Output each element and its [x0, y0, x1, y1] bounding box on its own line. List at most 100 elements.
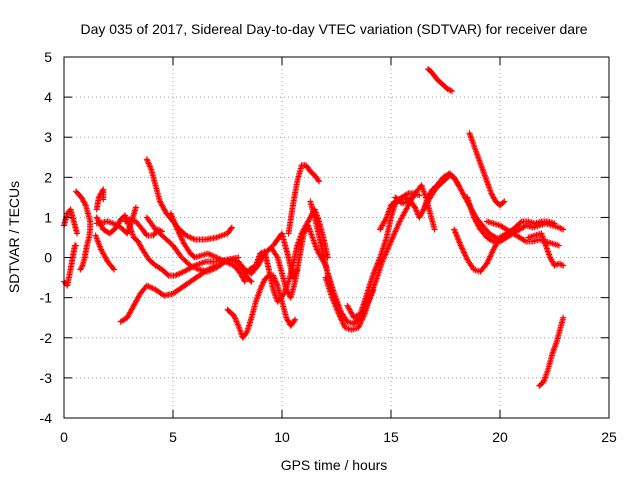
data-point-plus [145, 160, 152, 167]
data-point-plus [459, 246, 466, 253]
data-point-plus [394, 224, 401, 231]
data-point-plus [521, 237, 528, 244]
series-track-5 [92, 232, 118, 273]
data-point-plus [357, 319, 364, 326]
series-track-16 [270, 230, 301, 281]
axis-ticks: 0 5 10 15 20 25 -4 -3 -2 -1 0 1 2 3 4 5 [40, 49, 617, 445]
data-point-plus [228, 224, 235, 231]
data-point-plus [241, 278, 248, 285]
data-point-plus [241, 277, 248, 284]
data-marks [61, 66, 567, 389]
data-point-plus [78, 265, 85, 272]
data-point-plus [461, 250, 468, 257]
data-point-plus [146, 163, 153, 170]
x-tick-label: 15 [383, 429, 399, 445]
data-point-plus [382, 215, 389, 222]
series-track-13 [224, 272, 299, 341]
data-point-plus [146, 162, 153, 169]
data-point-plus [82, 201, 89, 208]
series-track-2 [61, 242, 79, 289]
x-tick-label: 5 [169, 429, 177, 445]
data-point-plus [231, 312, 238, 319]
data-point-plus [462, 252, 469, 259]
data-point-plus [143, 156, 150, 163]
data-point-plus [390, 232, 397, 239]
data-point-plus [316, 178, 323, 185]
series-track-7 [93, 212, 242, 279]
data-point-plus [357, 320, 364, 327]
data-point-plus [231, 314, 238, 321]
data-point-plus [232, 315, 239, 322]
series-track-15 [246, 206, 331, 305]
y-tick-label: 1 [44, 209, 52, 225]
data-point-plus [449, 88, 456, 95]
y-tick-label: -4 [40, 410, 53, 426]
series-track-31 [525, 230, 567, 269]
data-point-plus [457, 242, 464, 249]
series-track-4 [93, 186, 107, 213]
data-point-plus [260, 279, 267, 286]
y-tick-label: -1 [40, 290, 53, 306]
data-point-plus [485, 257, 492, 264]
data-point-plus [555, 242, 562, 249]
data-point-plus [488, 250, 495, 257]
data-point-plus [489, 247, 496, 254]
data-point-plus [360, 313, 367, 320]
data-point-plus [174, 226, 181, 233]
data-point-plus [560, 314, 567, 321]
data-point-plus [487, 253, 494, 260]
data-point-plus [484, 259, 491, 266]
data-point-plus [413, 208, 420, 215]
data-point-plus [389, 235, 396, 242]
x-axis-label: GPS time / hours [281, 457, 388, 473]
x-tick-label: 10 [274, 429, 290, 445]
data-point-plus [273, 279, 280, 286]
plot-frame [63, 56, 610, 419]
data-point-plus [257, 285, 264, 292]
y-tick-label: 5 [44, 49, 52, 65]
data-point-plus [356, 321, 363, 328]
data-point-plus [394, 222, 401, 229]
data-point-plus [412, 205, 419, 212]
data-point-plus [247, 277, 254, 284]
data-point-plus [227, 225, 234, 232]
data-point-plus [176, 232, 183, 239]
data-point-plus [338, 316, 345, 323]
data-point-plus [388, 238, 394, 245]
data-point-plus [461, 249, 468, 256]
data-point-plus [487, 252, 494, 259]
data-point-plus [391, 231, 398, 238]
data-point-plus [74, 230, 81, 237]
data-point-plus [339, 319, 346, 326]
data-point-plus [551, 220, 558, 227]
data-point-plus [460, 248, 467, 255]
data-point-plus [178, 236, 185, 243]
data-point-plus [259, 282, 266, 289]
data-point-plus [483, 260, 490, 267]
y-tick-label: 3 [44, 129, 52, 145]
y-tick-label: -3 [40, 370, 53, 386]
data-point-plus [176, 230, 183, 237]
data-point-plus [416, 192, 423, 199]
data-point-plus [395, 221, 402, 228]
data-point-plus [234, 319, 241, 326]
y-tick-label: 4 [44, 89, 52, 105]
data-point-plus [258, 283, 265, 290]
data-point-plus [392, 228, 399, 235]
data-point-plus [234, 321, 241, 328]
series-track-23 [425, 66, 456, 95]
data-point-plus [125, 221, 132, 228]
data-point-plus [359, 316, 366, 323]
data-point-plus [358, 317, 365, 324]
series-track-30 [492, 218, 558, 245]
data-point-plus [489, 249, 496, 256]
data-point-plus [336, 313, 343, 320]
data-point-plus [340, 320, 347, 327]
x-tick-label: 25 [601, 429, 617, 445]
data-point-plus [274, 281, 281, 288]
series-track-12 [167, 210, 248, 285]
data-point-plus [388, 237, 395, 244]
data-point-plus [336, 312, 343, 319]
data-point-plus [111, 266, 118, 273]
